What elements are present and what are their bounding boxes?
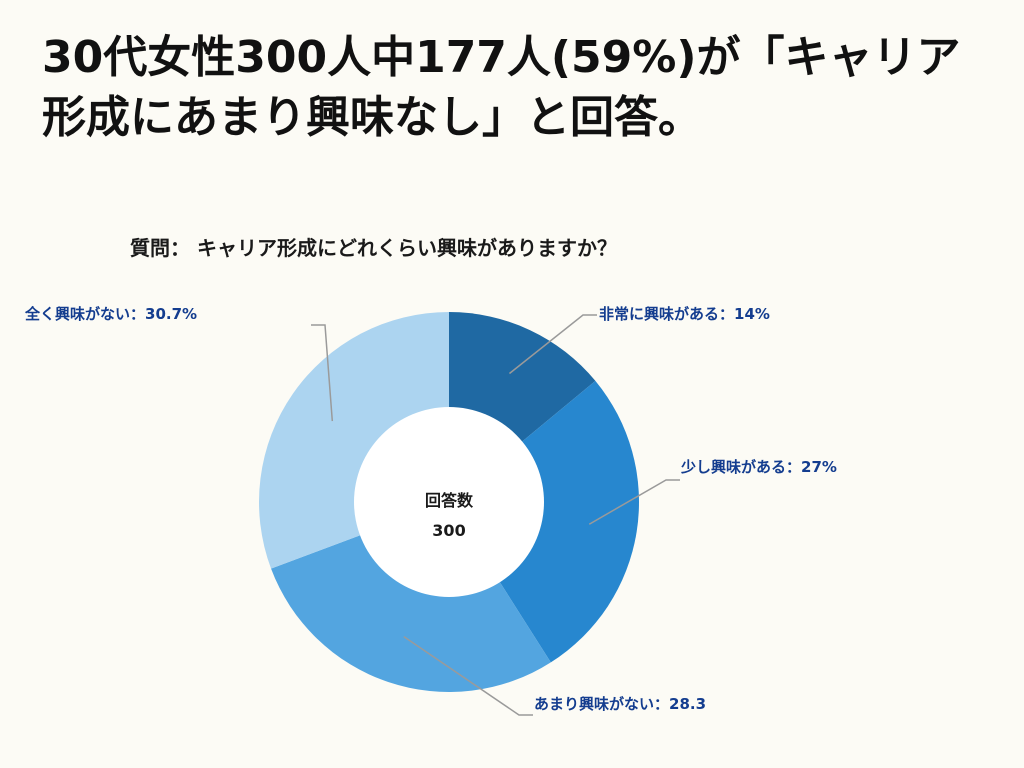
chart-title: 質問： キャリア形成にどれくらい興味がありますか？ [130, 236, 617, 260]
leader-line [508, 314, 597, 375]
slice-label: あまり興味がない：28.3 [534, 695, 706, 713]
center-label: 回答数 [425, 491, 474, 510]
headline: 30代女性300人中177人(59%)が「キャリア形成にあまり興味なし」と回答。 [42, 32, 961, 143]
leader-line [403, 636, 533, 716]
leader-line [311, 324, 334, 422]
donut-hole [354, 407, 544, 597]
center-value: 300 [432, 521, 465, 540]
slice-label: 全く興味がない：30.7% [24, 305, 197, 323]
pie-slice [449, 380, 639, 663]
slice-label: 少し興味がある：27% [680, 458, 837, 476]
leader-line [588, 479, 680, 525]
pie-slice [271, 502, 551, 692]
slice-label: 非常に興味がある：14% [599, 305, 770, 323]
